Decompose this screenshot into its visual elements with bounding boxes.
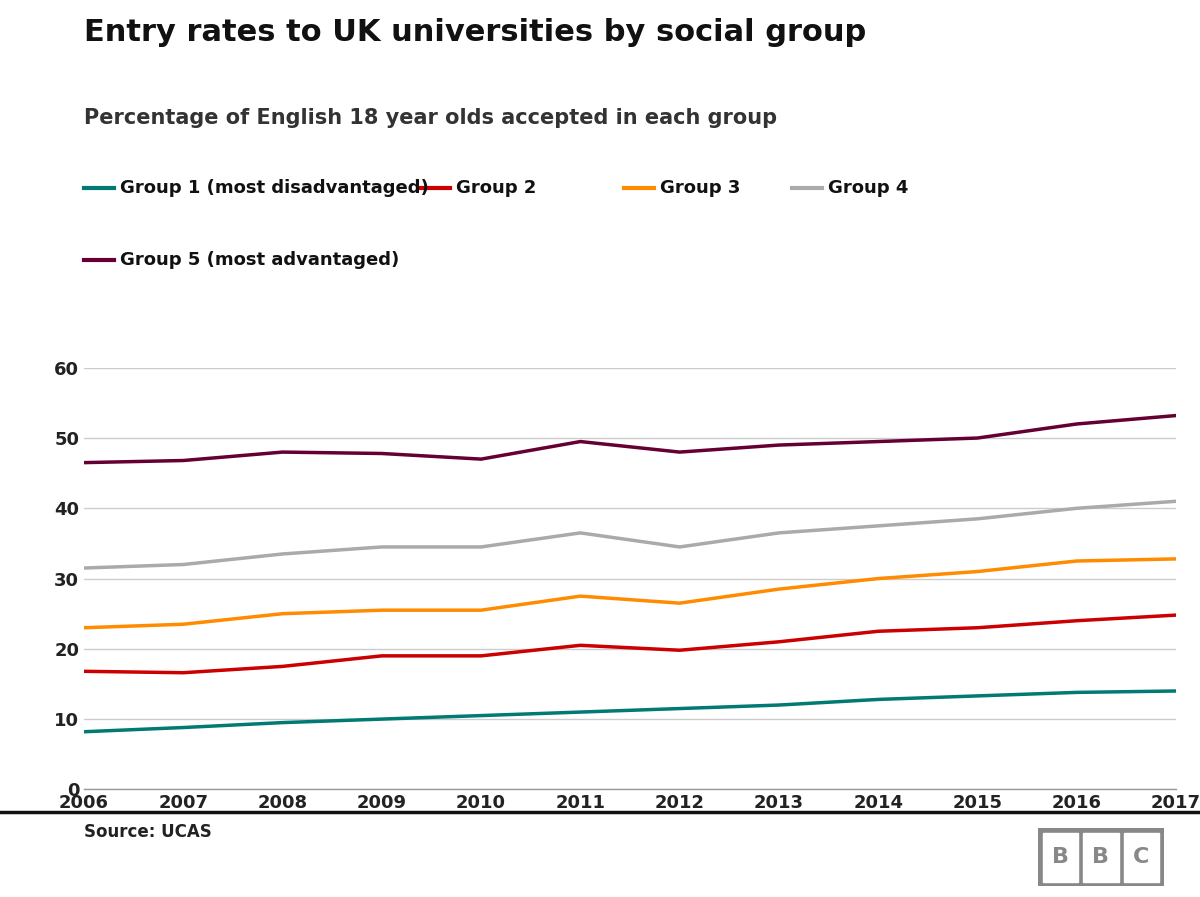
FancyBboxPatch shape (1043, 832, 1079, 882)
Text: Group 2: Group 2 (456, 179, 536, 197)
Text: Group 3: Group 3 (660, 179, 740, 197)
FancyBboxPatch shape (1123, 832, 1159, 882)
Text: Entry rates to UK universities by social group: Entry rates to UK universities by social… (84, 18, 866, 47)
Text: B: B (1092, 847, 1110, 867)
FancyBboxPatch shape (1084, 832, 1118, 882)
Text: Group 4: Group 4 (828, 179, 908, 197)
Text: Percentage of English 18 year olds accepted in each group: Percentage of English 18 year olds accep… (84, 108, 778, 127)
Text: Group 1 (most disadvantaged): Group 1 (most disadvantaged) (120, 179, 428, 197)
Text: Group 5 (most advantaged): Group 5 (most advantaged) (120, 251, 400, 269)
Text: Source: UCAS: Source: UCAS (84, 823, 211, 841)
Text: B: B (1052, 847, 1069, 867)
Text: C: C (1133, 847, 1150, 867)
